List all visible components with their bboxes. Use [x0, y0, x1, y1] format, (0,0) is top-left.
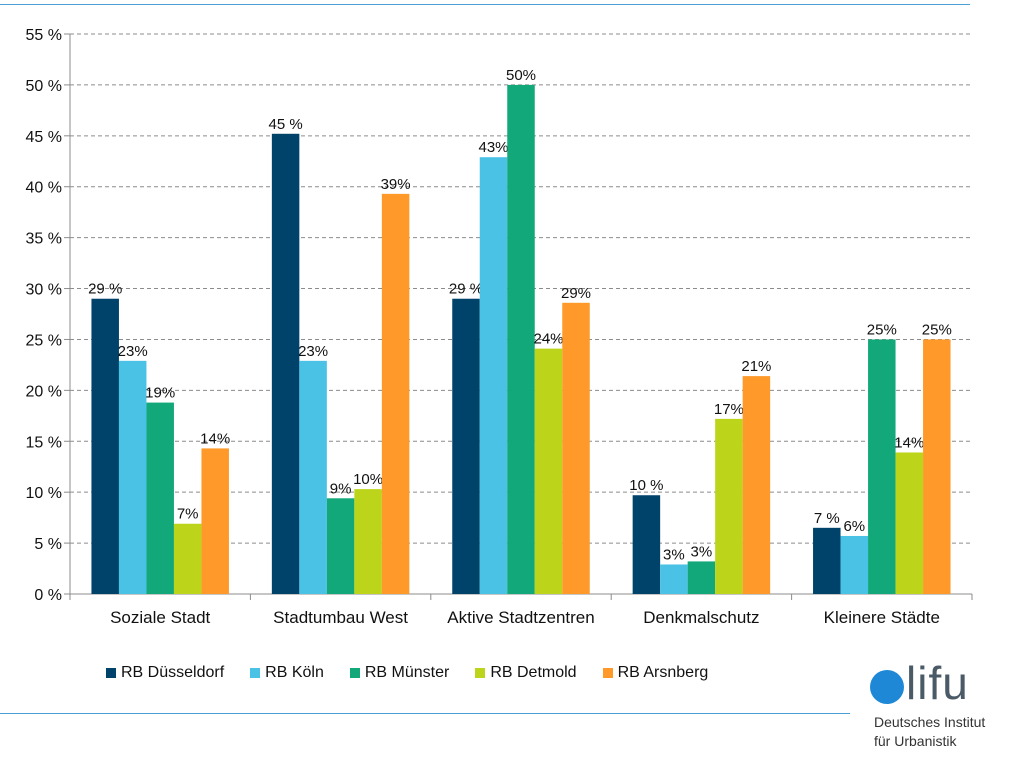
bar [146, 402, 174, 594]
legend-item: RB Detmold [475, 664, 577, 682]
data-label: 17% [714, 401, 744, 418]
data-label: 29% [561, 285, 591, 302]
logo-subtitle-line2: für Urbanistik [874, 733, 957, 749]
bar [91, 298, 119, 594]
data-label: 23% [118, 343, 148, 360]
bar [534, 348, 563, 594]
data-label: 3% [663, 546, 685, 563]
legend-label: RB Arsnberg [617, 664, 709, 681]
bar [868, 339, 896, 594]
bar [632, 495, 661, 594]
bar [687, 561, 716, 594]
bar [271, 133, 300, 595]
legend-label: RB Detmold [490, 664, 577, 681]
y-tick-label: 35 % [26, 231, 62, 248]
data-label: 3% [691, 543, 713, 560]
bar [201, 448, 229, 594]
data-label: 43% [478, 139, 508, 156]
y-tick-label: 20 % [26, 383, 62, 400]
data-label: 25% [867, 321, 897, 338]
legend-swatch [250, 668, 261, 678]
legend-label: RB Köln [265, 664, 324, 681]
data-label: 24% [533, 331, 563, 348]
bar [715, 418, 743, 594]
logo-wordmark: lifu [906, 657, 969, 709]
legend-swatch [106, 668, 116, 678]
y-tick-label: 5 % [34, 536, 62, 553]
bar [895, 452, 924, 594]
bar [840, 535, 869, 594]
bar [326, 498, 355, 594]
bar [813, 527, 841, 594]
difu-logo: lifu Deutsches Institut für Urbanistik [868, 657, 1008, 756]
legend-item: RB Münster [349, 664, 450, 682]
y-tick-label: 0 % [34, 587, 62, 604]
category-label: Soziale Stadt [110, 608, 210, 627]
bar [660, 564, 688, 594]
data-label: 14% [894, 434, 924, 451]
y-tick-label: 55 % [26, 27, 62, 44]
legend-swatch [602, 668, 613, 678]
data-label: 50% [506, 67, 536, 84]
data-label: 10 % [629, 477, 663, 494]
legend-label: RB Düsseldorf [121, 664, 225, 681]
y-tick-label: 25 % [26, 332, 62, 349]
data-label: 45 % [268, 116, 302, 133]
data-label: 25% [922, 321, 952, 338]
category-label: Kleinere Städte [824, 608, 940, 627]
bar [923, 339, 951, 594]
y-tick-label: 50 % [26, 78, 62, 95]
bar [173, 523, 202, 594]
y-tick-label: 40 % [26, 180, 62, 197]
data-label: 7% [177, 506, 199, 523]
legend-item: RB Düsseldorf [106, 664, 224, 682]
legend-swatch [349, 668, 360, 678]
bar-chart: 0 % 5 % 10 % 15 % 20 % 25 % 30 % 35 % 40 % 45 % 50… [26, 27, 973, 627]
bar [479, 157, 508, 594]
legend-swatch [475, 668, 486, 678]
data-label: 7 % [814, 510, 840, 527]
y-tick-label: 15 % [26, 434, 62, 451]
bar [562, 302, 590, 594]
logo-subtitle-line1: Deutsches Institut [874, 714, 986, 730]
bar [507, 84, 535, 594]
data-label: 23% [298, 343, 328, 360]
bottom-rule [0, 713, 850, 714]
data-label: 29 % [449, 281, 483, 298]
legend-item: RB Arsnberg [602, 664, 709, 682]
category-label: Denkmalschutz [643, 608, 759, 627]
legend-label: RB Münster [364, 664, 450, 681]
bar [299, 360, 327, 594]
category-label: Stadtumbau West [273, 608, 408, 627]
data-label: 10% [353, 471, 383, 488]
logo-dot-icon [870, 670, 904, 704]
data-label: 21% [741, 358, 771, 375]
y-tick-label: 30 % [26, 282, 62, 299]
y-tick-label: 45 % [26, 129, 62, 146]
y-tick-label: 10 % [26, 485, 62, 502]
legend: RB Düsseldorf RB Köln RB Münster RB Detmold… [106, 664, 708, 682]
top-rule [0, 4, 970, 5]
data-label: 6% [843, 518, 865, 535]
data-label: 29 % [88, 281, 122, 298]
bar [742, 376, 771, 594]
data-label: 9% [330, 480, 352, 497]
bar [381, 193, 410, 594]
data-label: 14% [200, 430, 230, 447]
data-label: 39% [381, 176, 411, 193]
bar [118, 360, 147, 594]
bar [354, 489, 382, 594]
data-label: 19% [145, 385, 175, 402]
legend-item: RB Köln [250, 664, 324, 682]
bar [452, 298, 480, 594]
category-label: Aktive Stadtzentren [447, 608, 594, 627]
